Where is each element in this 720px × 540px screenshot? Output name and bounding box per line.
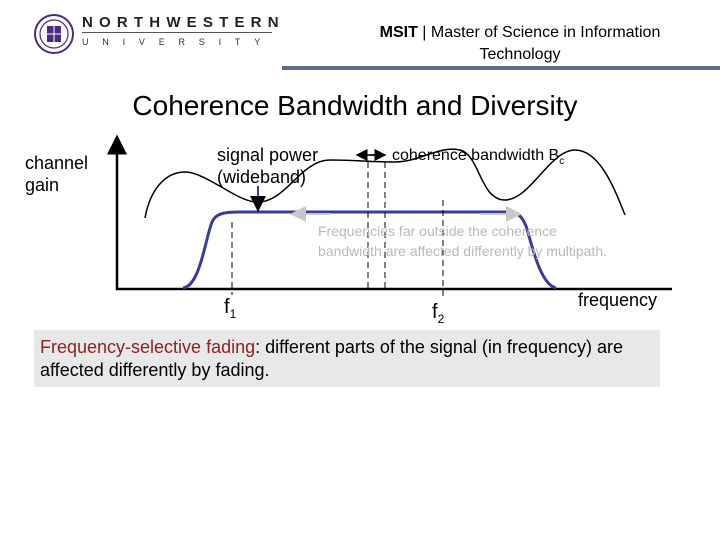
- logo-wordmark-top: NORTHWESTERN: [82, 14, 285, 31]
- caption-highlight: Frequency-selective fading: [40, 337, 256, 357]
- f2-label: f2: [432, 301, 445, 326]
- signal-power-curve: [182, 210, 557, 290]
- caption-rest: : different parts of the signal (in freq…: [40, 337, 623, 380]
- y-axis-label: channel gain: [25, 153, 89, 195]
- program-name-line2: Technology: [479, 46, 561, 63]
- logo-wordmark-bottom: UNIVERSITY: [82, 37, 275, 47]
- coherence-bandwidth-label: coherence bandwidth Bc: [392, 147, 565, 168]
- signal-power-label: signal power (wideband): [217, 145, 319, 187]
- header-rule: [282, 66, 720, 70]
- logo-divider: [82, 32, 272, 33]
- caption-text: Frequency-selective fading: different pa…: [40, 336, 660, 382]
- f1-label: f1: [224, 296, 237, 321]
- multipath-note: Frequencies far outside the coherence ban…: [318, 223, 607, 259]
- university-seal-icon: [34, 14, 74, 54]
- program-header: MSIT | Master of Science in Information …: [330, 22, 710, 66]
- program-acronym: MSIT: [379, 24, 418, 41]
- slide-title: Coherence Bandwidth and Diversity: [132, 90, 578, 121]
- caption-box: [34, 330, 660, 387]
- program-name-line1: Master of Science in Information: [430, 24, 661, 41]
- header-separator: |: [417, 24, 431, 41]
- x-axis-label: frequency: [578, 290, 658, 310]
- channel-gain-curve: [144, 148, 626, 219]
